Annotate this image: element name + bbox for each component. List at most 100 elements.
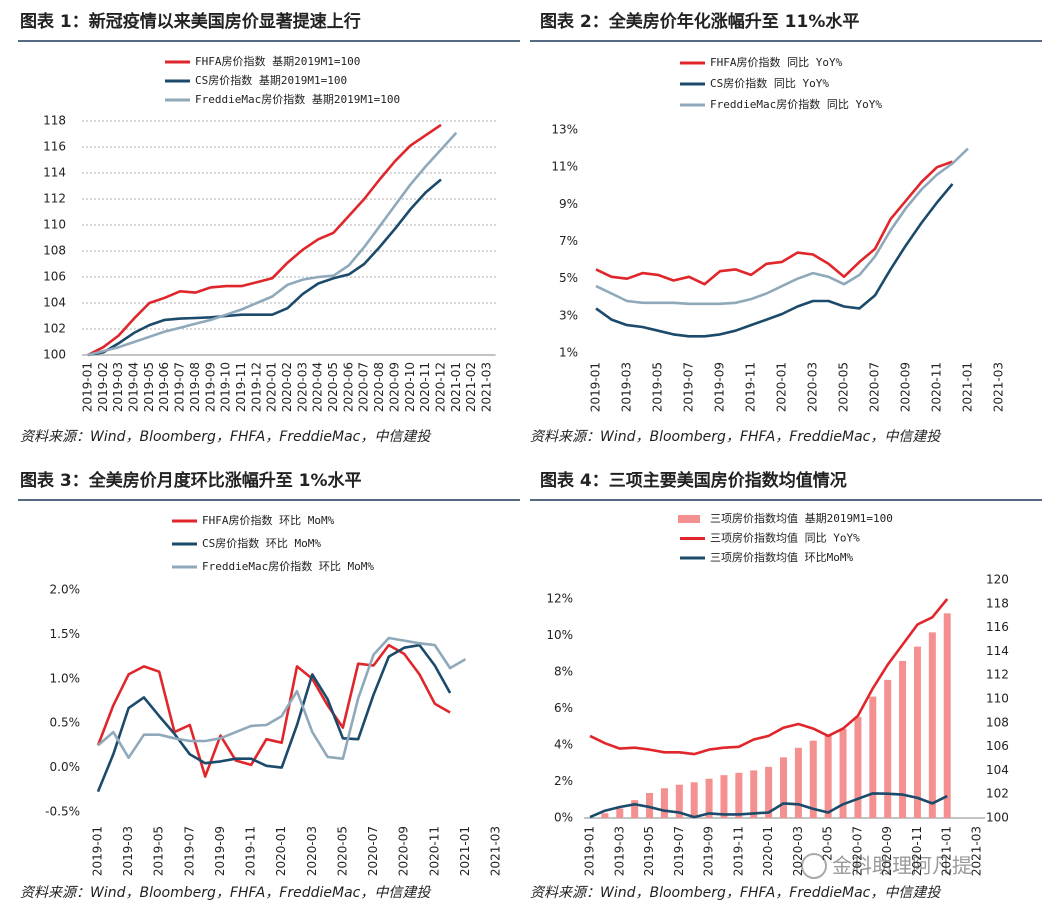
x-tick-label: 2019-07 [182, 826, 196, 876]
x-tick-label: 2019-03 [111, 362, 125, 412]
bar [750, 770, 758, 818]
legend-label: 三项房价指数均值 同比 YoY% [710, 531, 860, 545]
source-note: 资料来源：Wind，Bloomberg，FHFA，FreddieMac，中信建投 [530, 429, 942, 445]
bar [720, 775, 728, 818]
series-line [589, 598, 949, 756]
y-tick-label: 102 [43, 322, 66, 336]
legend-label: FreddieMac房价指数 环比 MoM% [202, 559, 374, 573]
y-tick-label: 0% [554, 811, 573, 825]
x-tick-label: 2020-05 [326, 362, 340, 412]
y-tick-label: 4% [554, 738, 573, 752]
bar [616, 808, 624, 818]
x-tick-label: 2020-11 [427, 826, 441, 876]
series-line [97, 636, 467, 760]
bar [913, 646, 921, 818]
x-tick-label: 2020-04 [311, 362, 325, 412]
y-tick-label: 116 [43, 140, 66, 154]
x-tick-label: 2021-03 [992, 362, 1006, 412]
x-tick-label: 2020-11 [930, 362, 944, 412]
x-tick-label: 2020-07 [366, 826, 380, 876]
legend-label: CS房价指数 基期2019M1=100 [195, 73, 347, 87]
bar [943, 613, 951, 818]
bar [839, 728, 847, 818]
legend-swatch [678, 515, 700, 523]
bar [809, 740, 817, 818]
x-tick-label: 2019-10 [219, 362, 233, 412]
x-tick-label: 2019-03 [620, 362, 634, 412]
series-line [96, 643, 452, 793]
x-tick-label: 2021-03 [489, 826, 503, 876]
x-tick-label: 2019-01 [589, 362, 603, 412]
y-tick-label: 100 [43, 348, 66, 362]
y-tick-label: 1% [559, 346, 578, 360]
x-tick-label: 2019-01 [81, 362, 95, 412]
series-line [96, 643, 451, 778]
x-tick-label: 20-05 [821, 826, 835, 861]
x-tick-label: 2019-02 [96, 362, 110, 412]
legend-label: CS房价指数 环比 MoM% [202, 536, 321, 550]
x-tick-label: 2019-07 [173, 362, 187, 412]
x-tick-label: 2019-05 [651, 362, 665, 412]
bar [869, 696, 877, 818]
y2-tick-label: 104 [986, 763, 1009, 777]
watermark-icon [801, 853, 827, 879]
y2-tick-label: 114 [986, 644, 1009, 658]
source-note: 资料来源：Wind，Bloomberg，FHFA，FreddieMac，中信建投 [530, 885, 942, 901]
bar [631, 800, 639, 818]
y-tick-label: 110 [43, 218, 66, 232]
x-tick-label: 2019-09 [203, 362, 217, 412]
x-tick-label: 2020-10 [403, 362, 417, 412]
bar [690, 782, 698, 818]
y-tick-label: 6% [554, 701, 573, 715]
y2-tick-label: 112 [986, 668, 1009, 682]
bar [735, 772, 743, 818]
bar [884, 679, 892, 818]
x-tick-label: 2020-06 [341, 362, 355, 412]
x-tick-label: 2020-12 [433, 362, 447, 412]
x-tick-label: 2019-01 [583, 826, 597, 876]
y2-tick-label: 120 [986, 573, 1009, 587]
x-tick-label: 2019-12 [249, 362, 263, 412]
source-note: 资料来源：Wind，Bloomberg，FHFA，FreddieMac，中信建投 [20, 429, 432, 445]
y-tick-label: 112 [43, 192, 66, 206]
y-tick-label: 12% [546, 592, 573, 606]
source-note: 资料来源：Wind，Bloomberg，FHFA，FreddieMac，中信建投 [20, 885, 432, 901]
x-tick-label: 2020-03 [295, 362, 309, 412]
x-tick-label: 2021-01 [940, 826, 954, 876]
legend-label: 三项房价指数均值 环比MoM% [710, 550, 853, 564]
bar [824, 735, 832, 818]
series-line [595, 160, 953, 286]
x-tick-label: 2020-03 [305, 826, 319, 876]
chart-title: 图表 3：全美房价月度环比涨幅升至 1%水平 [20, 470, 362, 491]
legend-label: FreddieMac房价指数 基期2019M1=100 [195, 92, 400, 106]
x-tick-label: 2020-01 [761, 826, 775, 876]
x-tick-label: 2019-01 [91, 826, 105, 876]
y-tick-label: 5% [559, 271, 578, 285]
bar [660, 788, 668, 818]
series-line [595, 147, 969, 306]
x-tick-label: 2019-09 [213, 826, 227, 876]
x-tick-label: 2020-01 [775, 362, 789, 412]
x-tick-label: 2020-05 [335, 826, 349, 876]
x-tick-label: 2021-02 [464, 362, 478, 412]
x-tick-label: 2021-01 [961, 362, 975, 412]
y-tick-label: 11% [551, 160, 578, 174]
x-tick-label: 2019-11 [244, 826, 258, 876]
x-tick-label: 2021-01 [449, 362, 463, 412]
series-line [589, 792, 948, 819]
y-tick-label: 2.0% [50, 583, 81, 597]
series-line [87, 123, 442, 357]
y2-tick-label: 110 [986, 692, 1009, 706]
legend-label: FHFA房价指数 同比 YoY% [710, 55, 843, 69]
y2-tick-label: 102 [986, 787, 1009, 801]
legend-label: FHFA房价指数 环比 MoM% [202, 513, 335, 527]
x-tick-label: 2019-03 [612, 826, 626, 876]
x-tick-label: 2020-03 [791, 826, 805, 876]
bar [705, 778, 713, 818]
x-tick-label: 2020-09 [880, 826, 894, 876]
x-tick-label: 2021-03 [480, 362, 494, 412]
x-tick-label: 2019-09 [702, 826, 716, 876]
y-tick-label: 0.0% [50, 760, 81, 774]
y-tick-label: 106 [43, 270, 66, 284]
